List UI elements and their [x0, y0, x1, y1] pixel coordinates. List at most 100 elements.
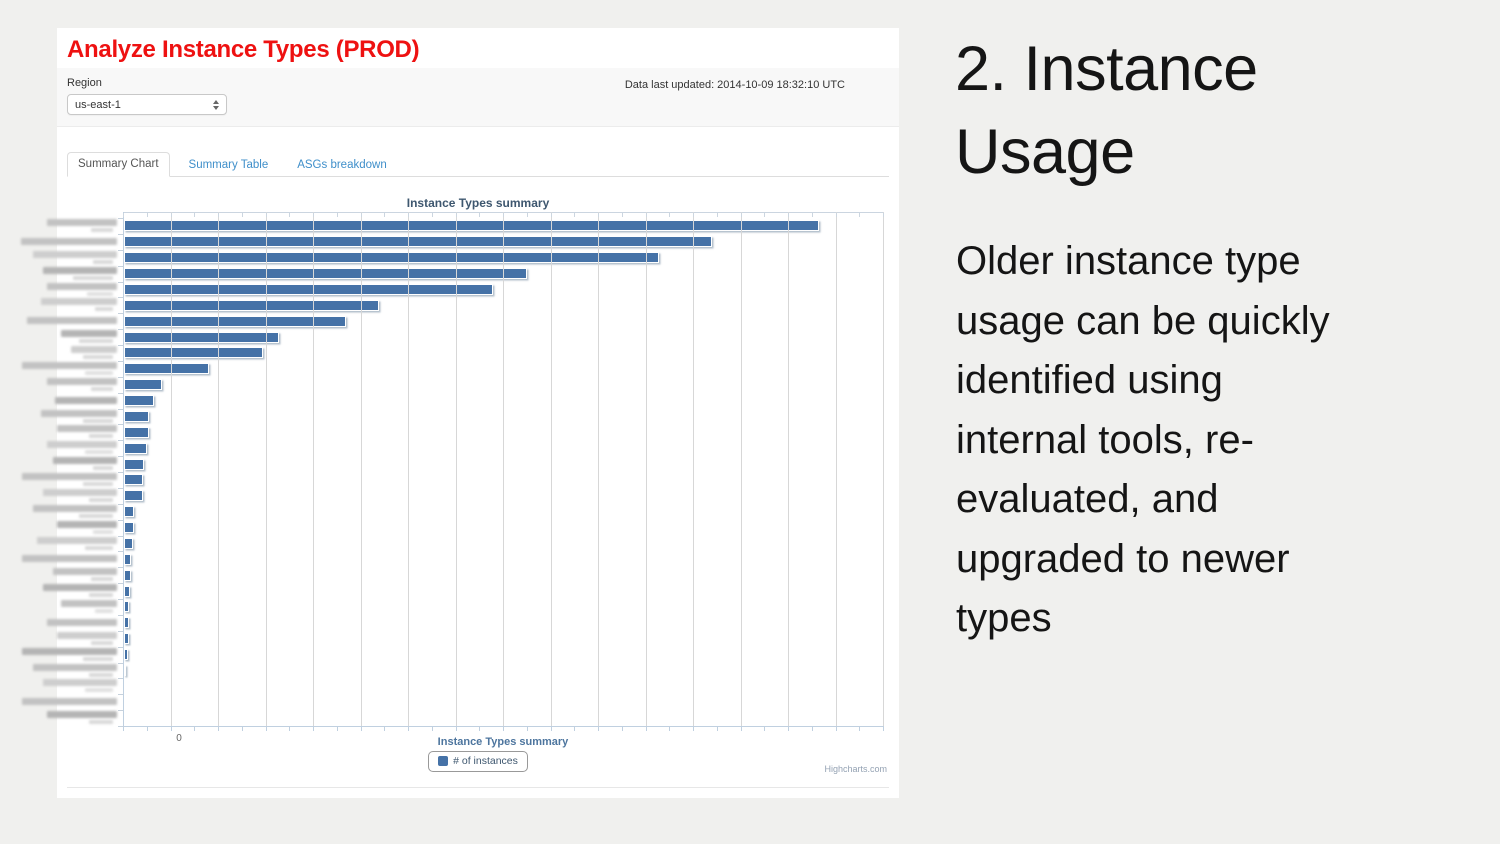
- chart-row: [43, 678, 883, 694]
- bar[interactable]: [124, 283, 494, 295]
- y-axis-line: [123, 212, 124, 727]
- region-label: Region: [67, 77, 102, 89]
- gridline: [835, 212, 837, 726]
- redacted-category-label: [27, 317, 117, 325]
- axis-tick: [598, 726, 599, 731]
- bar[interactable]: [124, 363, 210, 375]
- bar[interactable]: [124, 569, 131, 581]
- chart-row: [43, 266, 883, 282]
- category-tick: [118, 646, 123, 648]
- redacted-category-sublabel: [91, 228, 113, 232]
- highcharts-credit[interactable]: Highcharts.com: [824, 764, 887, 774]
- axis-tick: [883, 213, 884, 217]
- axis-tick: [716, 726, 718, 731]
- axis-tick: [883, 726, 884, 731]
- tab-summary-chart[interactable]: Summary Chart: [67, 152, 170, 177]
- axis-tick: [716, 213, 718, 217]
- bar[interactable]: [124, 506, 134, 518]
- redacted-category-label: [37, 536, 117, 544]
- redacted-category-sublabel: [83, 418, 113, 423]
- redacted-category-label: [22, 555, 117, 563]
- slide-paragraph-line: identified using: [956, 358, 1223, 402]
- bar[interactable]: [124, 315, 346, 327]
- slide-paragraph: Older instance type usage can be quickly…: [956, 232, 1436, 649]
- chart-row: [41, 409, 883, 425]
- bar[interactable]: [124, 236, 713, 248]
- redacted-category-sublabel: [83, 482, 113, 486]
- redacted-category-label: [53, 568, 117, 576]
- region-select[interactable]: us-east-1: [67, 94, 227, 115]
- chart-row: [47, 282, 883, 298]
- bar[interactable]: [124, 553, 131, 565]
- axis-tick: [621, 726, 623, 731]
- bar[interactable]: [124, 442, 147, 454]
- region-select-value: us-east-1: [75, 98, 121, 111]
- chart-row: [43, 488, 883, 504]
- bar[interactable]: [124, 537, 134, 549]
- bar[interactable]: [124, 331, 280, 343]
- bar[interactable]: [124, 379, 162, 391]
- chart-row: [55, 393, 883, 409]
- chart-row: [22, 472, 883, 488]
- redacted-category-label: [33, 504, 117, 512]
- bar[interactable]: [124, 395, 154, 407]
- axis-tick: [384, 726, 386, 731]
- category-tick: [118, 614, 123, 616]
- gridline: [740, 212, 742, 726]
- legend-item[interactable]: # of instances: [428, 751, 528, 772]
- bar[interactable]: [124, 522, 134, 534]
- category-tick: [118, 297, 123, 299]
- axis-tick: [313, 726, 314, 731]
- redacted-category-sublabel: [87, 291, 113, 296]
- bar[interactable]: [124, 601, 130, 613]
- axis-tick: [526, 213, 528, 217]
- gridline: [550, 212, 552, 726]
- bar[interactable]: [124, 585, 131, 597]
- redacted-category-sublabel: [89, 593, 113, 598]
- axis-tick: [431, 726, 433, 731]
- category-tick: [118, 233, 123, 235]
- category-tick: [118, 345, 123, 346]
- gridline: [265, 212, 267, 726]
- bar[interactable]: [124, 347, 264, 359]
- redacted-category-sublabel: [91, 640, 113, 645]
- tab-asgs-breakdown[interactable]: ASGs breakdown: [297, 159, 387, 171]
- slide-paragraph-line: usage can be quickly: [956, 298, 1330, 343]
- axis-tick: [598, 213, 599, 217]
- redacted-category-sublabel: [73, 275, 113, 280]
- redacted-category-label: [47, 441, 117, 449]
- category-tick: [118, 281, 123, 283]
- bar[interactable]: [124, 268, 527, 280]
- chart-row: [47, 377, 883, 393]
- category-tick: [118, 472, 123, 473]
- redacted-category-label: [33, 663, 117, 671]
- bar[interactable]: [124, 664, 126, 676]
- category-tick: [118, 662, 123, 664]
- bar[interactable]: [124, 474, 143, 486]
- bar[interactable]: [124, 220, 819, 232]
- bar[interactable]: [124, 252, 660, 264]
- category-tick: [118, 583, 123, 585]
- axis-tick: [788, 726, 789, 731]
- chart-row: [47, 440, 883, 456]
- redacted-category-sublabel: [89, 497, 113, 502]
- bar[interactable]: [124, 633, 129, 645]
- bar[interactable]: [124, 299, 380, 311]
- bar[interactable]: [124, 490, 143, 502]
- redacted-category-label: [43, 584, 117, 592]
- bar[interactable]: [124, 617, 130, 629]
- axis-tick: [218, 726, 219, 731]
- axis-tick: [835, 213, 837, 217]
- bar[interactable]: [124, 458, 144, 470]
- tab-summary-table[interactable]: Summary Table: [188, 159, 269, 171]
- chart-row: [61, 599, 883, 615]
- category-tick: [118, 726, 123, 727]
- bar[interactable]: [124, 426, 150, 438]
- x-axis-title: Instance Types summary: [437, 736, 569, 748]
- bar[interactable]: [124, 410, 150, 422]
- axis-tick: [384, 213, 386, 217]
- axis-tick: [621, 213, 623, 217]
- redacted-category-label: [71, 346, 117, 353]
- bar[interactable]: [124, 649, 128, 661]
- redacted-category-label: [22, 647, 117, 655]
